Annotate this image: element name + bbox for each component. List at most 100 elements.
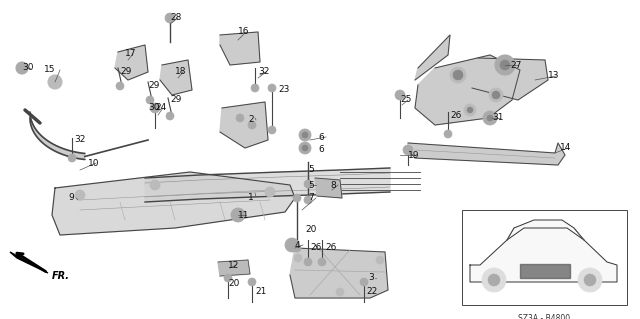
Circle shape	[302, 132, 308, 138]
Text: 14: 14	[560, 144, 572, 152]
Circle shape	[444, 130, 452, 138]
Polygon shape	[507, 220, 584, 240]
Text: 29: 29	[120, 68, 131, 77]
Circle shape	[395, 90, 405, 100]
Text: 5: 5	[308, 166, 314, 174]
Text: 4: 4	[295, 241, 301, 249]
Circle shape	[293, 244, 301, 252]
Text: 5: 5	[308, 181, 314, 189]
Text: 19: 19	[408, 151, 419, 160]
Text: 20: 20	[305, 226, 316, 234]
Circle shape	[146, 96, 154, 104]
Circle shape	[489, 88, 503, 102]
Polygon shape	[408, 143, 565, 165]
Text: 12: 12	[228, 261, 239, 270]
Polygon shape	[315, 178, 342, 198]
Circle shape	[224, 274, 232, 282]
Text: 7: 7	[308, 194, 314, 203]
Circle shape	[376, 256, 384, 264]
Circle shape	[302, 145, 308, 151]
Polygon shape	[145, 168, 390, 202]
Text: 6: 6	[318, 132, 324, 142]
Polygon shape	[290, 248, 388, 298]
Polygon shape	[52, 172, 295, 235]
Text: 8: 8	[330, 181, 336, 189]
Polygon shape	[220, 32, 260, 65]
Circle shape	[336, 288, 344, 296]
Polygon shape	[220, 102, 268, 148]
Text: 26: 26	[450, 110, 461, 120]
Circle shape	[304, 196, 312, 204]
Circle shape	[248, 278, 256, 286]
Text: 20: 20	[228, 278, 239, 287]
Text: 17: 17	[125, 49, 136, 58]
Circle shape	[304, 180, 312, 188]
Text: 6: 6	[318, 145, 324, 154]
Text: 3: 3	[368, 273, 374, 283]
Text: 9: 9	[68, 194, 74, 203]
Text: 26: 26	[325, 243, 337, 253]
Text: 32: 32	[74, 136, 85, 145]
Text: 18: 18	[175, 68, 186, 77]
Circle shape	[166, 112, 174, 120]
Polygon shape	[520, 264, 570, 278]
Text: 29: 29	[170, 95, 181, 105]
Polygon shape	[415, 55, 520, 125]
Circle shape	[150, 103, 160, 113]
Text: 28: 28	[170, 13, 181, 23]
Circle shape	[495, 55, 515, 75]
Circle shape	[304, 258, 312, 266]
Text: 15: 15	[44, 65, 56, 75]
Circle shape	[116, 82, 124, 90]
Circle shape	[453, 70, 463, 80]
Text: 2: 2	[248, 115, 253, 124]
Text: 24: 24	[155, 103, 166, 113]
Circle shape	[150, 180, 160, 190]
Text: 30: 30	[148, 103, 159, 113]
Circle shape	[492, 91, 500, 99]
Text: 16: 16	[238, 27, 250, 36]
Text: 1: 1	[248, 192, 253, 202]
Circle shape	[48, 75, 62, 89]
Text: 10: 10	[88, 159, 99, 167]
Text: 13: 13	[548, 71, 559, 80]
Circle shape	[403, 145, 413, 155]
Polygon shape	[415, 35, 450, 80]
Text: 32: 32	[258, 68, 269, 77]
Text: 29: 29	[148, 80, 159, 90]
Circle shape	[251, 84, 259, 92]
Circle shape	[268, 126, 276, 134]
Bar	[462, 210, 627, 305]
Circle shape	[318, 258, 326, 266]
Circle shape	[500, 60, 510, 70]
Text: 31: 31	[492, 114, 504, 122]
Circle shape	[248, 121, 256, 129]
Circle shape	[268, 84, 276, 92]
Text: 23: 23	[278, 85, 289, 94]
Circle shape	[487, 115, 493, 121]
Circle shape	[265, 187, 275, 197]
Circle shape	[75, 190, 85, 200]
Circle shape	[299, 129, 311, 141]
Circle shape	[584, 274, 596, 286]
Circle shape	[467, 107, 473, 113]
Polygon shape	[160, 60, 192, 95]
Circle shape	[294, 254, 302, 262]
Circle shape	[360, 278, 368, 286]
Circle shape	[231, 208, 245, 222]
Text: SZ3A - B4800: SZ3A - B4800	[518, 314, 570, 319]
Polygon shape	[470, 228, 617, 282]
Circle shape	[236, 114, 244, 122]
Text: 22: 22	[366, 287, 377, 296]
Circle shape	[299, 142, 311, 154]
Circle shape	[68, 154, 76, 162]
Circle shape	[482, 268, 506, 292]
Circle shape	[165, 13, 175, 23]
Text: 26: 26	[310, 243, 321, 253]
Polygon shape	[10, 252, 48, 273]
Circle shape	[293, 194, 301, 202]
Text: 11: 11	[238, 211, 250, 219]
Polygon shape	[115, 45, 148, 80]
Text: 25: 25	[400, 95, 412, 105]
Text: FR.: FR.	[52, 271, 70, 281]
